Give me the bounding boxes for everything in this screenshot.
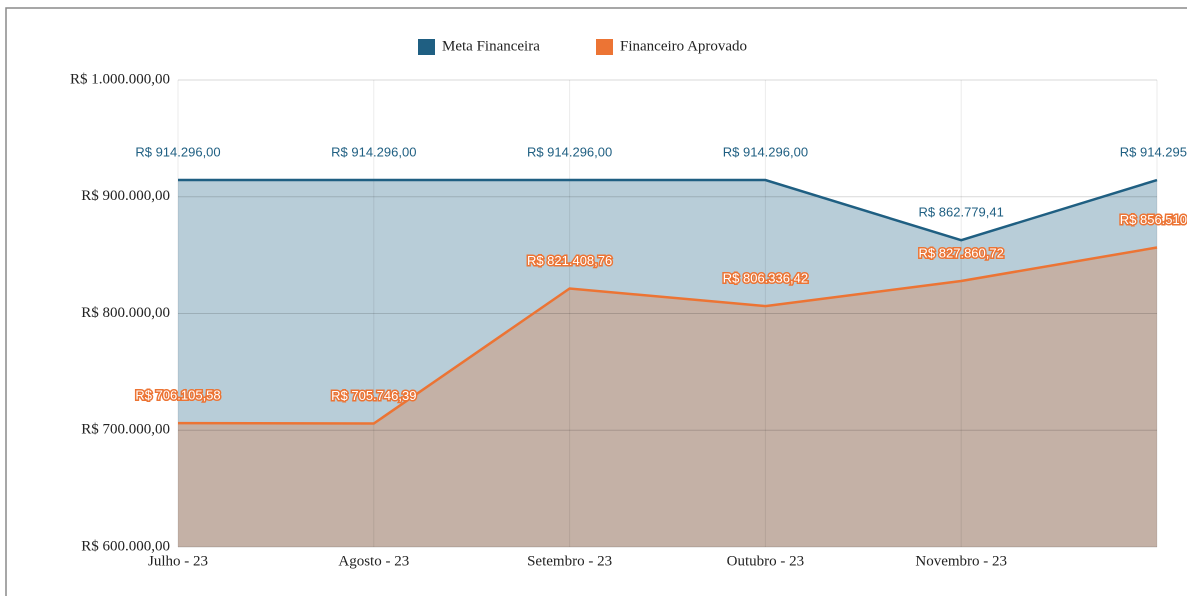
data-label: R$ 806.336,42 xyxy=(723,271,808,286)
y-tick-label: R$ 600.000,00 xyxy=(81,538,170,554)
frame xyxy=(5,7,1187,596)
x-tick-label: Julho - 23 xyxy=(148,553,208,569)
legend-label: Financeiro Aprovado xyxy=(620,38,747,54)
y-tick-label: R$ 700.000,00 xyxy=(81,422,170,438)
data-label: R$ 914.296,00 xyxy=(723,144,808,159)
data-label: R$ 914.295 xyxy=(1120,144,1187,159)
x-tick-label: Novembro - 23 xyxy=(915,553,1007,569)
legend-swatch xyxy=(596,39,613,55)
data-label: R$ 914.296,00 xyxy=(135,144,220,159)
data-label: R$ 705.746,39 xyxy=(331,388,416,403)
data-label: R$ 827.860,72 xyxy=(919,245,1004,260)
x-tick-label: Agosto - 23 xyxy=(338,553,409,569)
data-label: R$ 914.296,00 xyxy=(331,144,416,159)
data-label: R$ 821.408,76 xyxy=(527,253,612,268)
data-label: R$ 706.105,58 xyxy=(135,388,220,403)
legend-label: Meta Financeira xyxy=(442,38,540,54)
line xyxy=(177,246,1158,425)
x-tick-label: Outubro - 23 xyxy=(727,553,805,569)
y-tick-label: R$ 1.000.000,00 xyxy=(70,71,170,87)
y-tick-label: R$ 800.000,00 xyxy=(81,305,170,321)
area xyxy=(178,247,1157,547)
legend: Meta Financeira Financeiro Aprovado xyxy=(418,38,747,55)
data-label: R$ 914.296,00 xyxy=(527,144,612,159)
y-tick-label: R$ 900.000,00 xyxy=(81,188,170,204)
legend-swatch xyxy=(418,39,435,55)
line xyxy=(178,178,1158,242)
data-label: R$ 862.779,41 xyxy=(919,205,1004,220)
data-label: R$ 856.510 xyxy=(1120,212,1187,227)
x-tick-label: Setembro - 23 xyxy=(527,553,612,569)
